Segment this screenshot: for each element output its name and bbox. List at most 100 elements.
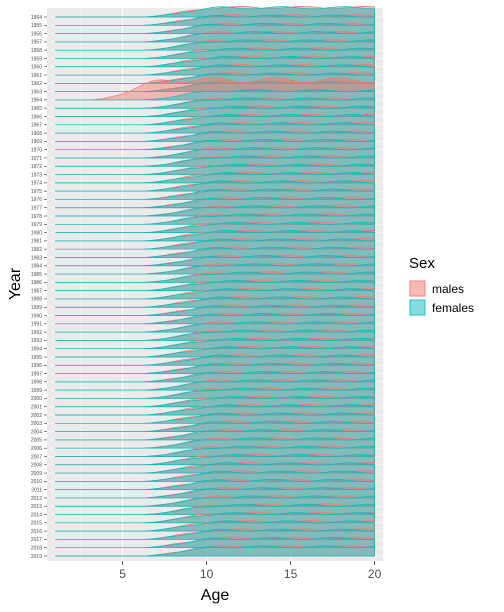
ridge-females-2002 — [55, 404, 375, 416]
ridge-females-2005 — [55, 429, 375, 441]
ridge-2000 — [55, 387, 375, 399]
ridge-females-2006 — [55, 437, 375, 449]
y-tick-label: 1975 — [31, 189, 42, 195]
ridge-1984 — [55, 254, 375, 267]
x-tick-label: 15 — [284, 567, 298, 581]
y-tick-label: 1973 — [31, 172, 42, 178]
y-tick-label: 1964 — [31, 98, 42, 104]
y-tick-label: 2009 — [31, 471, 42, 477]
ridge-1960 — [55, 55, 375, 68]
ridge-1971 — [55, 146, 375, 159]
ridge-females-1957 — [55, 31, 375, 43]
y-tick-label: 1958 — [31, 48, 42, 54]
ridge-females-1998 — [55, 371, 375, 383]
ridge-1981 — [55, 229, 375, 242]
y-tick-label: 1991 — [31, 322, 42, 328]
ridge-females-1960 — [55, 56, 375, 68]
ridge-females-2009 — [55, 462, 375, 474]
ridges — [55, 5, 375, 557]
ridge-1969 — [55, 130, 375, 142]
y-tick-label: 1980 — [31, 230, 42, 236]
y-tick-label: 1979 — [31, 222, 42, 228]
ridge-2008 — [55, 453, 375, 466]
y-axis: 1954 1955 1956 1957 1958 1959 1960 1961 1962 1963… — [31, 15, 47, 560]
ridge-2009 — [55, 462, 375, 474]
legend-key-bg — [409, 299, 426, 316]
ridge-females-2013 — [55, 495, 375, 507]
y-tick-label: 2008 — [31, 463, 42, 469]
ridge-2014 — [55, 503, 375, 515]
ridge-females-2004 — [55, 420, 375, 432]
y-tick-label: 1967 — [31, 123, 42, 129]
ridge-females-1980 — [55, 221, 375, 233]
y-tick-label: 1962 — [31, 81, 42, 87]
y-tick-label: 1992 — [31, 330, 42, 336]
y-tick-label: 1959 — [31, 56, 42, 62]
ridge-1958 — [55, 39, 375, 51]
ridge-females-2015 — [55, 512, 375, 524]
ridge-2013 — [55, 495, 375, 507]
y-tick-label: 1996 — [31, 363, 42, 369]
ridge-females-2018 — [55, 536, 375, 549]
ridge-females-1959 — [55, 47, 375, 59]
y-tick-label: 1970 — [31, 147, 42, 153]
ridge-females-1986 — [55, 271, 375, 283]
ridge-1963 — [55, 80, 375, 92]
ridge-1955 — [55, 14, 375, 26]
ridge-females-1958 — [55, 39, 375, 51]
y-tick-label: 2013 — [31, 504, 42, 510]
x-tick-label: 10 — [200, 567, 214, 581]
y-tick-label: 2012 — [31, 496, 42, 502]
ridge-1987 — [55, 279, 375, 291]
ridge-females-2007 — [55, 445, 375, 457]
ridge-1959 — [55, 47, 375, 59]
ridge-2007 — [55, 445, 375, 457]
legend-key-males — [409, 280, 426, 297]
legend: Sex males females — [409, 255, 474, 316]
y-tick-label: 1971 — [31, 156, 42, 162]
ridge-females-1978 — [55, 205, 375, 217]
ridge-1992 — [55, 321, 375, 333]
ridge-1988 — [55, 287, 375, 300]
legend-key-bg — [409, 280, 426, 297]
ridge-females-1965 — [55, 97, 375, 109]
ridge-1983 — [55, 246, 375, 258]
legend-title: Sex — [409, 255, 435, 272]
y-tick-label: 1976 — [31, 197, 42, 203]
x-tick-label: 5 — [119, 567, 126, 581]
y-tick-label: 2001 — [31, 405, 42, 411]
y-axis-title: Year — [7, 267, 24, 300]
ridge-1980 — [55, 221, 375, 233]
ridge-females-1963 — [55, 80, 375, 92]
ridge-2011 — [55, 478, 375, 491]
ridge-2016 — [55, 520, 375, 532]
ridge-2019 — [55, 544, 375, 557]
ridge-females-1995 — [55, 346, 375, 358]
y-tick-label: 1960 — [31, 65, 42, 71]
ridge-1990 — [55, 304, 375, 316]
y-tick-label: 1982 — [31, 247, 42, 253]
ridge-1978 — [55, 204, 375, 217]
ridge-females-1987 — [55, 279, 375, 291]
y-tick-label: 2003 — [31, 421, 42, 427]
ridge-females-1993 — [55, 329, 375, 341]
y-tick-label: 1974 — [31, 181, 42, 187]
y-tick-label: 1985 — [31, 272, 42, 278]
ridge-females-1974 — [55, 172, 375, 184]
ridge-1986 — [55, 271, 375, 283]
y-tick-label: 2019 — [31, 554, 42, 560]
ridge-females-1985 — [55, 263, 375, 275]
ridge-females-2001 — [55, 396, 375, 408]
y-tick-label: 1957 — [31, 40, 42, 46]
legend-key-females — [409, 299, 426, 316]
ridge-females-1970 — [55, 138, 375, 151]
x-axis: 5 10 15 20 — [119, 561, 382, 581]
y-tick-label: 1995 — [31, 355, 42, 361]
ridge-2012 — [55, 486, 375, 499]
ridge-1972 — [55, 155, 375, 167]
ridge-2004 — [55, 420, 375, 432]
ridge-females-1972 — [55, 155, 375, 167]
ridge-2002 — [55, 403, 375, 416]
ridge-1966 — [55, 105, 375, 117]
